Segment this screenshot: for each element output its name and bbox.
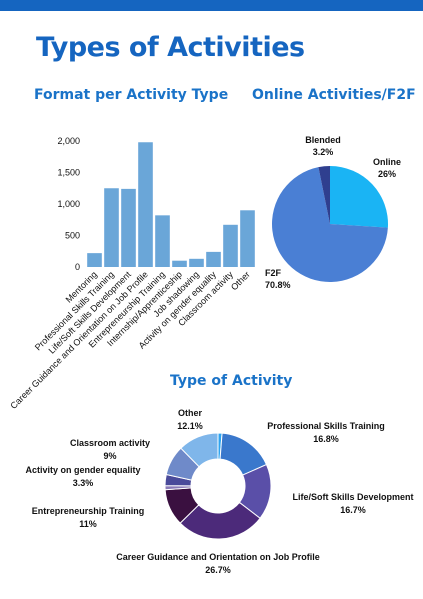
- pie-label-name: Blended: [305, 135, 341, 145]
- y-tick-label: 1,000: [57, 199, 80, 209]
- pie-label-value: 3.2%: [313, 147, 334, 157]
- donut-chart-title: Type of Activity: [170, 373, 293, 389]
- bar-activity-on-gender-equality: [206, 251, 221, 267]
- bar-entrepreneurship-training: [155, 215, 170, 267]
- donut-label-value: 16.8%: [313, 434, 339, 444]
- y-tick-label: 2,000: [57, 136, 80, 146]
- bar-internship-apprenticeship: [172, 260, 187, 267]
- donut-label-name: Classroom activity: [70, 438, 150, 448]
- pie-slice-blended: [318, 166, 330, 224]
- donut-label-value: 12.1%: [177, 421, 203, 431]
- bar-chart-title: Format per Activity Type: [34, 87, 229, 103]
- donut-label-name: Life/Soft Skills Development: [292, 492, 413, 502]
- bar-classroom-activity: [223, 224, 238, 267]
- donut-label-value: 26.7%: [205, 565, 231, 575]
- bar-job-shadowing: [189, 258, 204, 267]
- pie-label-name: F2F: [265, 268, 282, 278]
- pie-label-value: 26%: [378, 169, 396, 179]
- donut-slice-other: [180, 432, 219, 468]
- donut-label-value: 3.3%: [73, 478, 94, 488]
- pie-chart-title: Online Activities/F2F: [252, 87, 416, 103]
- donut-label-value: 9%: [103, 451, 116, 461]
- donut-label-name: Career Guidance and Orientation on Job P…: [116, 552, 320, 562]
- page-title: Types of Activities: [36, 32, 305, 63]
- bar-other: [240, 210, 255, 267]
- y-tick-label: 500: [65, 231, 80, 241]
- donut-label-name: Entrepreneurship Training: [32, 506, 145, 516]
- y-tick-label: 1,500: [57, 168, 80, 178]
- bar-mentoring: [87, 253, 102, 267]
- donut-label-value: 16.7%: [340, 505, 366, 515]
- bar-professional-skills-training: [104, 188, 119, 267]
- donut-label-name: Activity on gender equality: [25, 465, 140, 475]
- pie-label-value: 70.8%: [265, 280, 291, 290]
- pie-label-name: Online: [373, 157, 401, 167]
- donut-label-name: Professional Skills Training: [267, 421, 385, 431]
- top-accent-bar: [0, 0, 423, 11]
- bar-life-soft-skills-development: [121, 188, 136, 267]
- pie-slice-f2f: [272, 167, 388, 282]
- donut-label-name: Other: [178, 408, 203, 418]
- y-tick-label: 0: [75, 262, 80, 272]
- bar-career-guidance-and-orientation-on-job-profile: [138, 142, 153, 267]
- donut-label-value: 11%: [79, 519, 97, 529]
- pie-slice-online: [330, 166, 388, 228]
